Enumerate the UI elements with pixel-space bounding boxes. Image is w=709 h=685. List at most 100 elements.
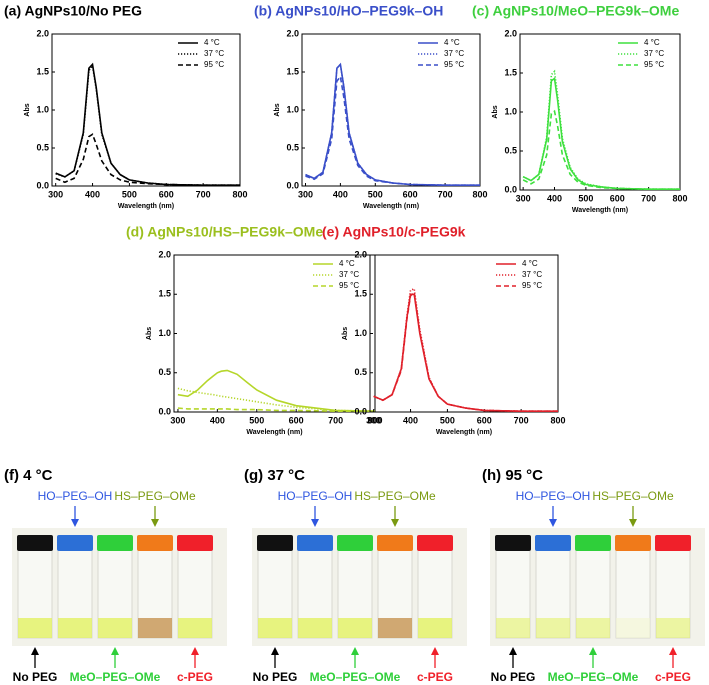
y-tick-label: 1.5 xyxy=(354,289,367,299)
vial-liquid xyxy=(178,618,212,638)
vial-liquid xyxy=(138,618,172,638)
y-tick-label: 0.5 xyxy=(286,142,299,152)
x-tick-label: 400 xyxy=(403,415,418,425)
x-tick-label: 400 xyxy=(333,189,348,199)
arrow-head xyxy=(271,647,279,655)
arrow-head xyxy=(351,647,359,655)
vial-cap xyxy=(495,535,531,551)
top-label: HS–PEG–OMe xyxy=(354,489,436,503)
legend-label: 37 °C xyxy=(644,49,664,58)
spectrum-line xyxy=(522,109,680,190)
x-tick-label: 400 xyxy=(85,189,100,199)
x-axis-label: Wavelength (nm) xyxy=(363,203,419,210)
chart-title: (a) AgNPs10/No PEG xyxy=(4,3,142,19)
arrow-head xyxy=(431,647,439,655)
x-tick-label: 600 xyxy=(159,189,174,199)
y-axis-label: Abs xyxy=(342,327,349,340)
vial-cap xyxy=(257,535,293,551)
y-tick-label: 1.5 xyxy=(504,67,517,77)
top-label: HS–PEG–OMe xyxy=(114,489,196,503)
vial-liquid xyxy=(378,618,412,638)
vial-liquid xyxy=(298,618,332,638)
vial-cap xyxy=(297,535,333,551)
x-tick-label: 800 xyxy=(367,415,382,425)
top-label: HS–PEG–OMe xyxy=(592,489,674,503)
vial-cap xyxy=(57,535,93,551)
arrow-head xyxy=(311,519,319,527)
legend-label: 37 °C xyxy=(522,270,542,279)
arrow-head xyxy=(589,647,597,655)
x-axis-label: Wavelength (nm) xyxy=(572,207,628,214)
spectrum-line xyxy=(55,62,240,186)
y-tick-label: 0.5 xyxy=(158,367,171,377)
spectrum-line xyxy=(305,62,480,186)
x-tick-label: 700 xyxy=(196,189,211,199)
arrow-head xyxy=(391,519,399,527)
spectrum-line xyxy=(373,291,558,412)
vial-cap xyxy=(655,535,691,551)
x-tick-label: 600 xyxy=(289,415,304,425)
legend-label: 37 °C xyxy=(444,49,464,58)
chart-title: (d) AgNPs10/HS–PEG9k–OMe xyxy=(126,224,323,240)
y-tick-label: 0.5 xyxy=(36,142,49,152)
x-tick-label: 300 xyxy=(516,193,531,203)
legend-label: 4 °C xyxy=(339,259,355,268)
chart-title: (b) AgNPs10/HO–PEG9k–OH xyxy=(254,3,443,19)
arrow-head xyxy=(549,519,557,527)
bottom-label: c-PEG xyxy=(177,670,213,684)
bottom-label: MeO–PEG–OMe xyxy=(310,670,401,684)
spectrum-line xyxy=(55,63,240,186)
legend-label: 95 °C xyxy=(522,281,542,290)
x-tick-label: 500 xyxy=(578,193,593,203)
x-tick-label: 700 xyxy=(514,415,529,425)
bottom-label: No PEG xyxy=(13,670,58,684)
x-tick-label: 300 xyxy=(298,189,313,199)
arrow-head xyxy=(669,647,677,655)
spectrum-line xyxy=(177,369,376,412)
x-axis-label: Wavelength (nm) xyxy=(246,429,302,436)
bottom-label: No PEG xyxy=(491,670,536,684)
x-tick-label: 500 xyxy=(122,189,137,199)
vial-liquid xyxy=(338,618,372,638)
y-tick-label: 0.5 xyxy=(504,145,517,155)
spectrum-line xyxy=(373,287,558,412)
legend-label: 95 °C xyxy=(339,281,359,290)
x-tick-label: 800 xyxy=(550,415,565,425)
x-tick-label: 700 xyxy=(328,415,343,425)
legend-label: 37 °C xyxy=(204,49,224,58)
x-axis-label: Wavelength (nm) xyxy=(436,429,492,436)
arrow-head xyxy=(151,519,159,527)
bottom-label: No PEG xyxy=(253,670,298,684)
y-tick-label: 1.0 xyxy=(36,104,49,114)
vial-liquid xyxy=(98,618,132,638)
vial-cap xyxy=(337,535,373,551)
y-tick-label: 0.0 xyxy=(36,180,49,190)
y-tick-label: 2.0 xyxy=(286,28,299,38)
x-tick-label: 700 xyxy=(641,193,656,203)
x-tick-label: 500 xyxy=(249,415,264,425)
arrow-head xyxy=(629,519,637,527)
top-label: HO–PEG–OH xyxy=(38,489,113,503)
vial-liquid xyxy=(536,618,570,638)
vial-liquid xyxy=(656,618,690,638)
vial-cap xyxy=(575,535,611,551)
x-tick-label: 800 xyxy=(232,189,247,199)
x-tick-label: 800 xyxy=(672,193,687,203)
top-label: HO–PEG–OH xyxy=(516,489,591,503)
y-tick-label: 0.0 xyxy=(158,406,171,416)
legend-label: 95 °C xyxy=(204,60,224,69)
legend-label: 37 °C xyxy=(339,270,359,279)
y-tick-label: 2.0 xyxy=(354,249,367,259)
x-tick-label: 600 xyxy=(610,193,625,203)
y-tick-label: 0.0 xyxy=(504,184,517,194)
spectrum-line xyxy=(55,133,240,186)
x-axis-label: Wavelength (nm) xyxy=(118,203,174,210)
x-tick-label: 500 xyxy=(440,415,455,425)
vial-cap xyxy=(417,535,453,551)
arrow-head xyxy=(509,647,517,655)
x-tick-label: 600 xyxy=(403,189,418,199)
chart-title: (c) AgNPs10/MeO–PEG9k–OMe xyxy=(472,3,679,19)
y-tick-label: 0.5 xyxy=(354,367,367,377)
y-tick-label: 0.0 xyxy=(354,406,367,416)
y-tick-label: 1.0 xyxy=(354,328,367,338)
